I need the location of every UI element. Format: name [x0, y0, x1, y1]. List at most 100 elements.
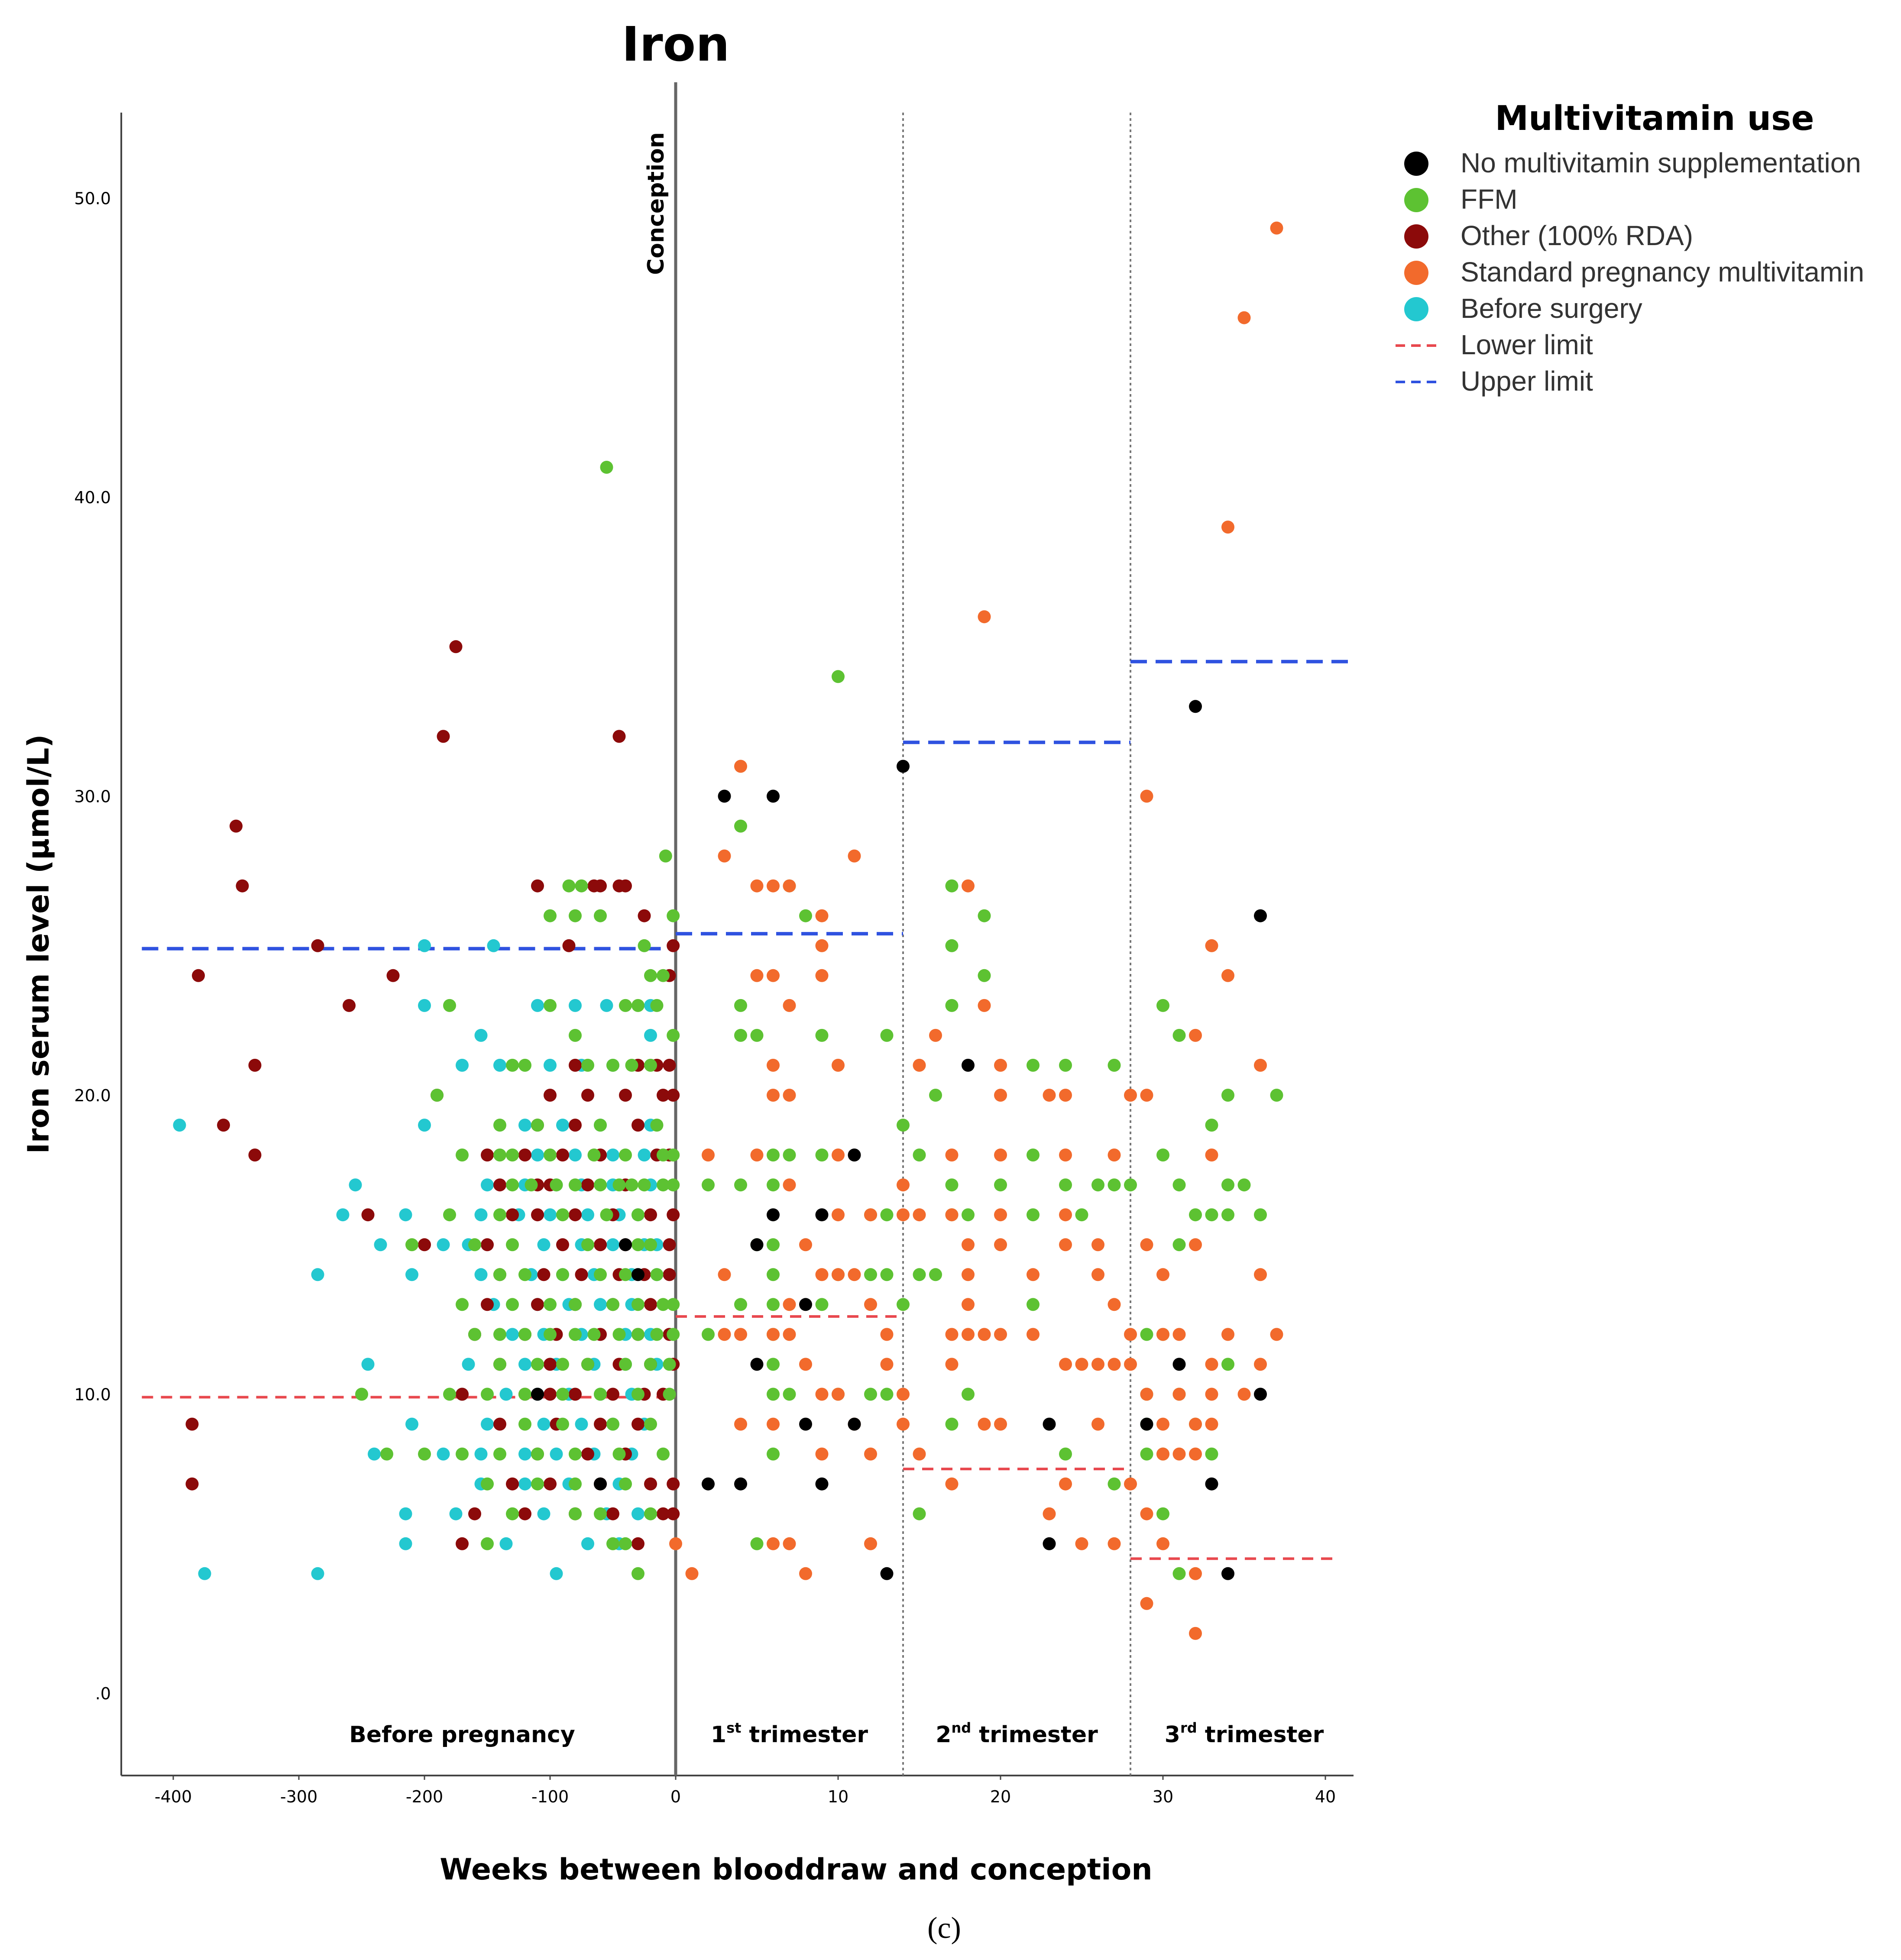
point-standard-pregnancy-multivitamin: [1091, 1268, 1104, 1281]
point-standard-pregnancy-multivitamin: [978, 610, 991, 624]
point-standard-pregnancy-multivitamin: [994, 1058, 1007, 1072]
point-ffm: [587, 1148, 601, 1162]
point-standard-pregnancy-multivitamin: [1140, 1388, 1153, 1401]
point-before-surgery: [499, 1388, 513, 1401]
point-ffm: [506, 1178, 519, 1192]
point-standard-pregnancy-multivitamin: [783, 1089, 796, 1102]
point-ffm: [880, 1268, 894, 1281]
point-ffm: [750, 1537, 764, 1550]
point-ffm: [978, 909, 991, 922]
point-ffm: [1140, 1328, 1153, 1341]
point-ffm: [644, 1358, 657, 1371]
point-ffm: [832, 670, 845, 683]
legend: Multivitamin use No multivitamin supplem…: [1396, 99, 1864, 397]
point-ffm: [994, 1178, 1007, 1192]
point-ffm: [638, 939, 651, 952]
point-no-multivitamin-supplementation: [767, 1208, 780, 1222]
point-ffm: [750, 1029, 764, 1042]
point-standard-pregnancy-multivitamin: [945, 1148, 959, 1162]
point-other-100-rda: [386, 969, 400, 982]
point-ffm: [556, 1417, 569, 1431]
point-ffm: [702, 1328, 715, 1341]
point-standard-pregnancy-multivitamin: [1108, 1358, 1121, 1371]
point-standard-pregnancy-multivitamin: [994, 1238, 1007, 1252]
point-before-surgery: [638, 1148, 651, 1162]
point-ffm: [1075, 1208, 1088, 1222]
region-label: Before pregnancy: [349, 1722, 575, 1748]
legend-marker: [1404, 261, 1428, 285]
point-ffm: [897, 1119, 910, 1132]
legend-item-lower-limit: Lower limit: [1396, 329, 1593, 360]
point-standard-pregnancy-multivitamin: [799, 1358, 812, 1371]
point-other-100-rda: [311, 939, 324, 952]
point-standard-pregnancy-multivitamin: [1221, 521, 1234, 534]
point-standard-pregnancy-multivitamin: [1124, 1328, 1137, 1341]
point-before-surgery: [474, 1447, 488, 1461]
point-before-surgery: [644, 1029, 657, 1042]
point-standard-pregnancy-multivitamin: [1043, 1089, 1056, 1102]
point-standard-pregnancy-multivitamin: [1156, 1268, 1169, 1281]
point-standard-pregnancy-multivitamin: [734, 1328, 747, 1341]
point-ffm: [734, 1178, 747, 1192]
point-ffm: [1156, 1148, 1169, 1162]
point-ffm: [1140, 1447, 1153, 1461]
point-other-100-rda: [644, 1208, 657, 1222]
point-ffm: [663, 1388, 676, 1401]
point-standard-pregnancy-multivitamin: [864, 1537, 877, 1550]
point-standard-pregnancy-multivitamin: [815, 1447, 829, 1461]
legend-marker: [1404, 297, 1428, 321]
point-ffm: [657, 1298, 670, 1311]
point-other-100-rda: [562, 939, 576, 952]
point-standard-pregnancy-multivitamin: [1254, 1058, 1267, 1072]
legend-label: Standard pregnancy multivitamin: [1461, 256, 1864, 288]
point-ffm: [575, 879, 588, 893]
point-ffm: [569, 1447, 582, 1461]
point-standard-pregnancy-multivitamin: [978, 1328, 991, 1341]
point-before-surgery: [518, 1358, 531, 1371]
point-standard-pregnancy-multivitamin: [783, 1298, 796, 1311]
point-before-surgery: [537, 1417, 551, 1431]
point-ffm: [569, 1507, 582, 1520]
point-ffm: [606, 1058, 619, 1072]
point-ffm: [657, 1178, 670, 1192]
point-no-multivitamin-supplementation: [750, 1238, 764, 1252]
point-standard-pregnancy-multivitamin: [1027, 1268, 1040, 1281]
x-tick-label: 0: [670, 1787, 681, 1806]
point-standard-pregnancy-multivitamin: [734, 760, 747, 773]
point-no-multivitamin-supplementation: [815, 1208, 829, 1222]
point-ffm: [638, 1178, 651, 1192]
point-other-100-rda: [606, 1507, 619, 1520]
point-standard-pregnancy-multivitamin: [1270, 221, 1283, 235]
point-ffm: [493, 1328, 506, 1341]
point-other-100-rda: [632, 1537, 644, 1550]
point-ffm: [581, 1058, 594, 1072]
point-ffm: [1205, 1208, 1218, 1222]
point-other-100-rda: [236, 879, 249, 893]
point-ffm: [897, 1298, 910, 1311]
conception-label: Conception: [643, 132, 669, 275]
point-ffm: [1221, 1089, 1234, 1102]
point-ffm: [468, 1328, 481, 1341]
point-standard-pregnancy-multivitamin: [945, 1358, 959, 1371]
point-ffm: [587, 1328, 601, 1341]
point-standard-pregnancy-multivitamin: [1205, 1148, 1218, 1162]
point-ffm: [1172, 1238, 1186, 1252]
point-standard-pregnancy-multivitamin: [832, 1388, 845, 1401]
point-standard-pregnancy-multivitamin: [1205, 939, 1218, 952]
point-ffm: [594, 1507, 607, 1520]
point-other-100-rda: [569, 1119, 582, 1132]
point-no-multivitamin-supplementation: [1043, 1537, 1056, 1550]
point-standard-pregnancy-multivitamin: [1091, 1358, 1104, 1371]
point-ffm: [650, 1328, 664, 1341]
point-ffm: [531, 1119, 544, 1132]
point-standard-pregnancy-multivitamin: [1124, 1089, 1137, 1102]
point-other-100-rda: [667, 939, 680, 952]
point-ffm: [667, 1298, 680, 1311]
point-before-surgery: [405, 1417, 418, 1431]
point-standard-pregnancy-multivitamin: [1140, 1238, 1153, 1252]
point-no-multivitamin-supplementation: [848, 1148, 861, 1162]
point-ffm: [657, 1148, 670, 1162]
point-other-100-rda: [594, 1417, 607, 1431]
point-standard-pregnancy-multivitamin: [1156, 1447, 1169, 1461]
point-ffm: [619, 1268, 632, 1281]
